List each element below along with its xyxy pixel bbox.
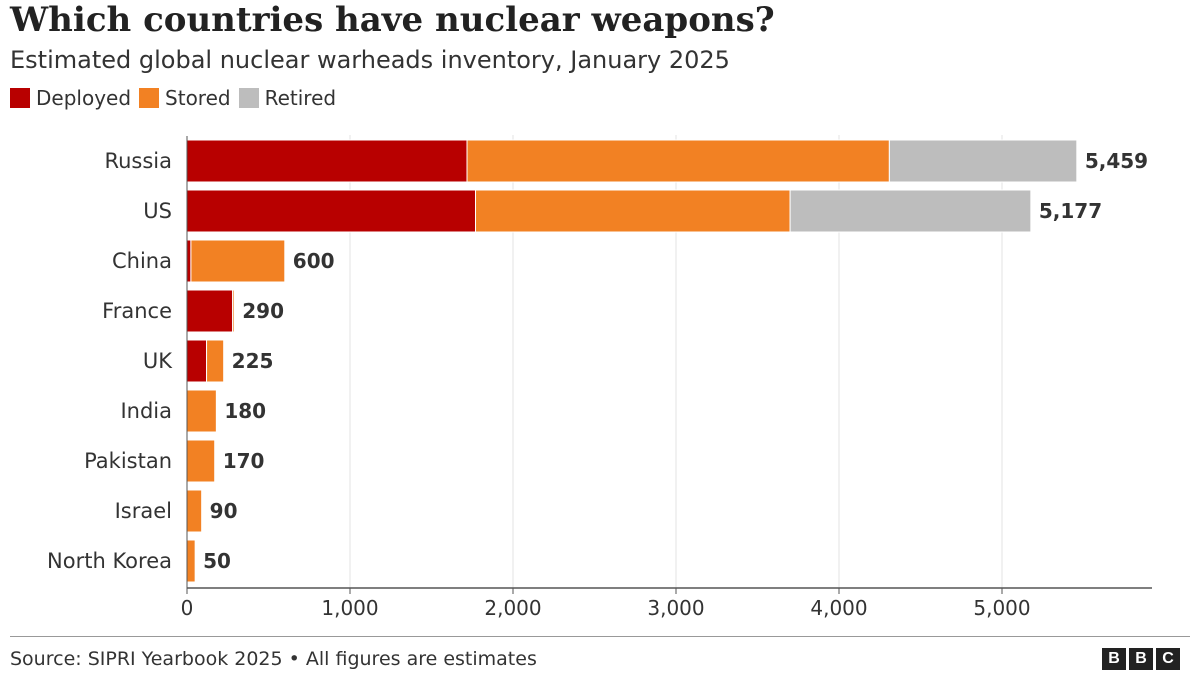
total-label: 180 <box>224 399 266 423</box>
legend-label-deployed: Deployed <box>36 86 132 110</box>
x-tick-label: 3,000 <box>647 596 704 620</box>
x-tick-label: 5,000 <box>973 596 1030 620</box>
bar-stored <box>466 139 890 183</box>
bar-stored <box>206 339 225 383</box>
category-label: UK <box>143 349 173 373</box>
total-label: 290 <box>242 299 284 323</box>
legend-swatch-retired <box>238 88 259 108</box>
source-note: Source: SIPRI Yearbook 2025 • All figure… <box>10 648 537 670</box>
category-label: Pakistan <box>84 449 172 473</box>
bar-stored <box>186 389 217 433</box>
bar-stored <box>190 239 286 283</box>
bbc-logo-letter: C <box>1156 648 1180 670</box>
bbc-logo-letter: B <box>1102 648 1126 670</box>
legend-item-stored: Stored <box>139 86 231 110</box>
bar-retired <box>888 139 1078 183</box>
legend-swatch-stored <box>139 88 160 108</box>
total-label: 90 <box>210 499 238 523</box>
category-label: France <box>102 299 172 323</box>
bar-stored <box>186 439 216 483</box>
bar-stored <box>232 289 235 333</box>
x-tick-label: 2,000 <box>484 596 541 620</box>
bbc-logo: B B C <box>1099 648 1180 670</box>
chart-title: Which countries have nuclear weapons? <box>10 0 775 40</box>
bbc-logo-letter: B <box>1129 648 1153 670</box>
category-label: North Korea <box>47 549 172 573</box>
bar-stored <box>186 489 203 533</box>
bar-retired <box>789 189 1032 233</box>
legend-swatch-deployed <box>10 88 30 108</box>
bar-deployed <box>186 289 234 333</box>
legend-item-deployed: Deployed <box>10 86 131 110</box>
bar-deployed <box>186 139 468 183</box>
total-label: 225 <box>232 349 274 373</box>
total-label: 5,459 <box>1085 149 1148 173</box>
x-tick-label: 4,000 <box>810 596 867 620</box>
legend: Deployed Stored Retired <box>10 86 344 110</box>
bar-deployed <box>186 189 477 233</box>
bar-deployed <box>186 239 192 283</box>
legend-item-retired: Retired <box>238 86 337 110</box>
total-label: 170 <box>223 449 265 473</box>
x-tick-label: 0 <box>181 596 194 620</box>
chart-subtitle: Estimated global nuclear warheads invent… <box>10 46 730 74</box>
legend-label-retired: Retired <box>264 86 337 110</box>
category-label: US <box>143 199 172 223</box>
category-label: China <box>112 249 172 273</box>
bar-stored <box>186 539 196 583</box>
x-tick-label: 1,000 <box>321 596 378 620</box>
total-label: 50 <box>203 549 231 573</box>
legend-label-stored: Stored <box>165 86 231 110</box>
bar-stored <box>475 189 791 233</box>
category-label: Russia <box>104 149 172 173</box>
category-label: India <box>120 399 172 423</box>
bar-deployed <box>186 339 208 383</box>
total-label: 5,177 <box>1039 199 1102 223</box>
category-label: Israel <box>115 499 172 523</box>
total-label: 600 <box>293 249 335 273</box>
footer-divider <box>10 636 1190 637</box>
